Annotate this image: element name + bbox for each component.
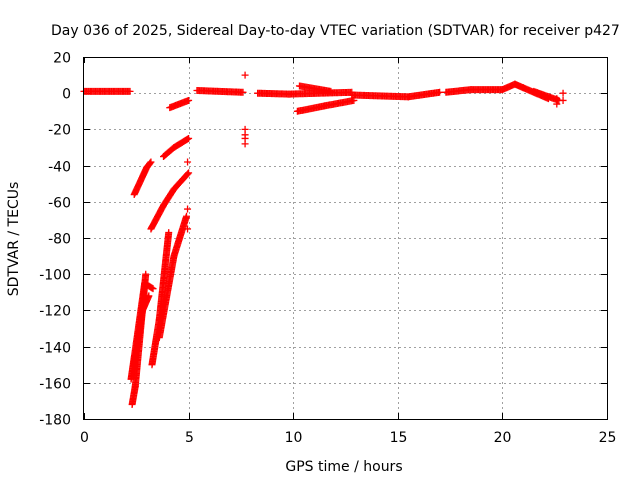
chart-title: Day 036 of 2025, Sidereal Day-to-day VTE… <box>51 23 620 39</box>
y-tick-label: 0 <box>62 87 71 103</box>
data-point <box>559 96 567 104</box>
data-point <box>241 140 249 148</box>
x-tick-label: 10 <box>285 430 303 446</box>
x-axis-title: GPS time / hours <box>285 459 402 475</box>
data-point <box>185 169 193 177</box>
data-point <box>559 89 567 97</box>
data-point <box>146 159 154 167</box>
data-point <box>147 158 155 166</box>
data-points <box>80 71 567 409</box>
y-axis-title: SDTVAR / TECUs <box>6 182 22 297</box>
data-point <box>185 96 193 104</box>
x-tick-label: 5 <box>185 430 194 446</box>
data-point <box>184 170 192 178</box>
grid <box>84 57 607 419</box>
x-tick-label: 25 <box>599 430 617 446</box>
data-point <box>184 158 192 166</box>
y-tick-label: -120 <box>39 304 71 320</box>
y-tick-label: -180 <box>39 413 71 429</box>
data-point <box>553 100 561 108</box>
x-tick-label: 15 <box>390 430 408 446</box>
plot-frame <box>83 57 608 420</box>
y-tick-label: -60 <box>48 196 71 212</box>
data-point <box>239 88 247 96</box>
y-tick-label: 20 <box>53 51 71 67</box>
data-point <box>149 285 157 293</box>
x-tick-label: 20 <box>494 430 512 446</box>
data-point <box>184 205 192 213</box>
data-point <box>142 270 150 278</box>
y-tick-label: -140 <box>39 341 71 357</box>
data-point <box>126 87 134 95</box>
y-tick-label: -20 <box>48 123 71 139</box>
axis-ticks: 20 0 -20 -40 -60 -80 -100 -120 -140 -160 -180 0 5 10 1… <box>39 51 616 447</box>
data-point <box>165 229 173 237</box>
data-point <box>436 88 444 96</box>
y-tick-label: -40 <box>48 160 71 176</box>
data-point <box>145 292 153 300</box>
y-tick-label: -100 <box>39 268 71 284</box>
y-tick-label: -80 <box>48 232 71 248</box>
x-tick-label: 0 <box>80 430 89 446</box>
data-point <box>241 71 249 79</box>
data-point <box>327 87 335 95</box>
data-point <box>185 134 193 142</box>
y-tick-label: -160 <box>39 377 71 393</box>
data-point <box>148 284 156 292</box>
data-point <box>184 225 192 233</box>
data-point <box>183 212 191 220</box>
